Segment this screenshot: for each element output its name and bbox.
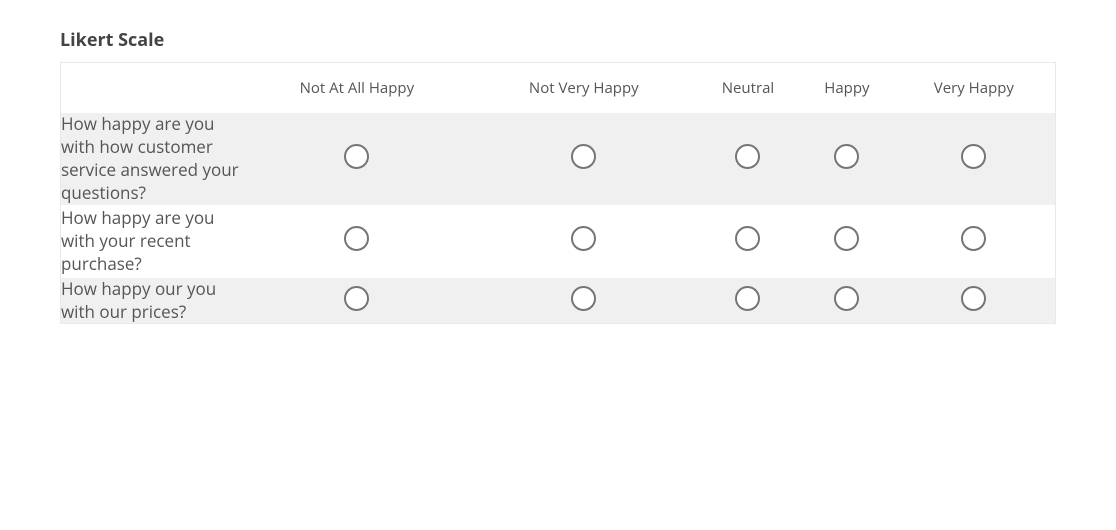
radio-option[interactable] (571, 144, 596, 169)
radio-cell (241, 205, 473, 276)
radio-cell (801, 113, 893, 205)
radio-option[interactable] (735, 226, 760, 251)
radio-option[interactable] (834, 144, 859, 169)
radio-cell (801, 205, 893, 276)
likert-row: How happy are you with how customer serv… (61, 113, 1055, 205)
radio-cell (695, 113, 801, 205)
radio-option[interactable] (735, 286, 760, 311)
radio-cell (473, 205, 695, 276)
radio-option[interactable] (961, 286, 986, 311)
likert-row: How happy are you with your recent purch… (61, 205, 1055, 276)
radio-option[interactable] (961, 144, 986, 169)
radio-option[interactable] (571, 286, 596, 311)
column-header: Very Happy (893, 63, 1055, 113)
radio-option[interactable] (735, 144, 760, 169)
question-label: How happy are you with how customer serv… (61, 113, 241, 205)
radio-cell (241, 113, 473, 205)
column-header: Neutral (695, 63, 801, 113)
radio-cell (893, 205, 1055, 276)
radio-cell (695, 205, 801, 276)
radio-option[interactable] (834, 286, 859, 311)
column-header: Happy (801, 63, 893, 113)
radio-cell (893, 113, 1055, 205)
likert-page: Likert Scale Not At All Happy Not Very H… (0, 0, 1116, 364)
radio-option[interactable] (834, 226, 859, 251)
radio-option[interactable] (344, 226, 369, 251)
question-label: How happy our you with our prices? (61, 276, 241, 324)
radio-option[interactable] (961, 226, 986, 251)
radio-cell (241, 276, 473, 324)
radio-cell (893, 276, 1055, 324)
likert-row: How happy our you with our prices? (61, 276, 1055, 324)
likert-header-row: Not At All Happy Not Very Happy Neutral … (61, 63, 1055, 113)
header-spacer (61, 63, 241, 113)
likert-table: Not At All Happy Not Very Happy Neutral … (60, 62, 1056, 324)
radio-cell (695, 276, 801, 324)
question-label: How happy are you with your recent purch… (61, 205, 241, 276)
radio-cell (473, 113, 695, 205)
radio-option[interactable] (571, 226, 596, 251)
radio-option[interactable] (344, 144, 369, 169)
radio-cell (473, 276, 695, 324)
column-header: Not Very Happy (473, 63, 695, 113)
radio-option[interactable] (344, 286, 369, 311)
radio-cell (801, 276, 893, 324)
column-header: Not At All Happy (241, 63, 473, 113)
section-title: Likert Scale (60, 28, 1056, 52)
